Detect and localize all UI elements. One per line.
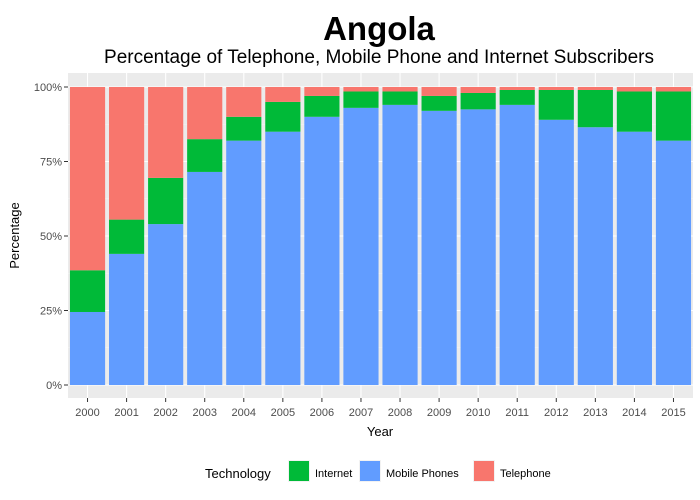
- x-tick-label: 2012: [544, 407, 568, 419]
- bar-mobile-phones-2003: [187, 171, 223, 385]
- y-tick-label: 0%: [46, 380, 62, 392]
- bar-internet-2010: [460, 92, 496, 110]
- bar-internet-2015: [655, 91, 692, 141]
- bar-mobile-phones-2013: [577, 127, 613, 385]
- bar-mobile-phones-2014: [616, 131, 652, 385]
- bar-mobile-phones-2007: [343, 107, 379, 386]
- x-tick-label: 2014: [622, 407, 646, 419]
- x-tick-label: 2011: [505, 407, 529, 419]
- bar-internet-2007: [343, 91, 379, 108]
- bar-mobile-phones-2004: [226, 140, 262, 385]
- legend: Technology Internet Mobile Phones Telephon…: [205, 460, 551, 482]
- bar-internet-2008: [382, 91, 418, 105]
- bar-telephone-2010: [460, 87, 496, 93]
- bar-mobile-phones-2008: [382, 104, 418, 385]
- y-tick-label: 75%: [40, 157, 62, 169]
- bar-telephone-2013: [577, 87, 613, 90]
- bar-mobile-phones-2001: [109, 253, 145, 385]
- bar-internet-2002: [148, 177, 184, 225]
- legend-key-mobile-phones: [360, 461, 380, 481]
- legend-key-telephone: [474, 461, 494, 481]
- x-axis-title: Year: [367, 424, 394, 439]
- bars: [69, 87, 692, 386]
- bar-internet-2005: [265, 101, 301, 132]
- bar-internet-2000: [69, 270, 106, 312]
- bar-telephone-2007: [343, 87, 379, 92]
- x-axis: 2000 2001 2002 2003 2004 2005 2006 2007 2008 2009…: [75, 398, 686, 419]
- bar-telephone-2015: [655, 87, 692, 92]
- bar-mobile-phones-2002: [148, 224, 184, 385]
- bar-internet-2012: [538, 89, 574, 120]
- bar-telephone-2014: [616, 87, 652, 92]
- legend-key-internet: [289, 461, 309, 481]
- bar-internet-2004: [226, 116, 262, 141]
- y-tick-label: 25%: [40, 306, 62, 318]
- bar-internet-2003: [187, 139, 223, 172]
- x-tick-label: 2004: [232, 407, 256, 419]
- bar-mobile-phones-2012: [538, 119, 574, 385]
- bar-internet-2009: [421, 95, 457, 111]
- bar-telephone-2002: [148, 87, 184, 178]
- bar-mobile-phones-2009: [421, 110, 457, 385]
- y-axis-title: Percentage: [7, 202, 22, 269]
- bar-internet-2006: [304, 95, 340, 117]
- x-tick-label: 2005: [271, 407, 295, 419]
- bar-internet-2011: [499, 89, 535, 105]
- bar-mobile-phones-2010: [460, 109, 496, 385]
- bar-telephone-2006: [304, 87, 340, 96]
- chart-subtitle: Percentage of Telephone, Mobile Phone an…: [104, 47, 654, 68]
- bar-telephone-2003: [187, 87, 223, 140]
- x-tick-label: 2002: [153, 407, 177, 419]
- legend-label-telephone: Telephone: [500, 468, 551, 480]
- y-tick-label: 50%: [40, 231, 62, 243]
- bar-internet-2001: [109, 219, 145, 254]
- bar-telephone-2000: [69, 87, 106, 271]
- bar-mobile-phones-2015: [655, 140, 692, 385]
- legend-label-mobile-phones: Mobile Phones: [386, 468, 459, 480]
- bar-telephone-2012: [538, 87, 574, 90]
- x-tick-label: 2007: [349, 407, 373, 419]
- x-tick-label: 2013: [583, 407, 607, 419]
- bar-telephone-2005: [265, 87, 301, 102]
- legend-title: Technology: [205, 466, 271, 481]
- x-tick-label: 2006: [310, 407, 334, 419]
- bar-telephone-2008: [382, 87, 418, 92]
- bar-mobile-phones-2006: [304, 116, 340, 386]
- x-tick-label: 2000: [75, 407, 99, 419]
- x-tick-label: 2010: [466, 407, 490, 419]
- bar-internet-2014: [616, 91, 652, 132]
- bar-telephone-2004: [226, 87, 262, 117]
- y-axis: 0% 25% 50% 75% 100%: [34, 82, 68, 392]
- y-tick-label: 100%: [34, 82, 62, 94]
- bar-mobile-phones-2005: [265, 131, 301, 385]
- x-tick-label: 2001: [114, 407, 138, 419]
- bar-telephone-2001: [109, 87, 145, 220]
- bar-internet-2013: [577, 89, 613, 128]
- x-tick-label: 2009: [427, 407, 451, 419]
- chart-title: Angola: [323, 10, 435, 47]
- x-tick-label: 2003: [192, 407, 216, 419]
- bar-telephone-2009: [421, 87, 457, 96]
- bar-telephone-2011: [499, 87, 535, 90]
- x-tick-label: 2015: [661, 407, 685, 419]
- legend-label-internet: Internet: [315, 468, 352, 480]
- bar-mobile-phones-2011: [499, 104, 535, 385]
- x-tick-label: 2008: [388, 407, 412, 419]
- bar-mobile-phones-2000: [69, 311, 106, 385]
